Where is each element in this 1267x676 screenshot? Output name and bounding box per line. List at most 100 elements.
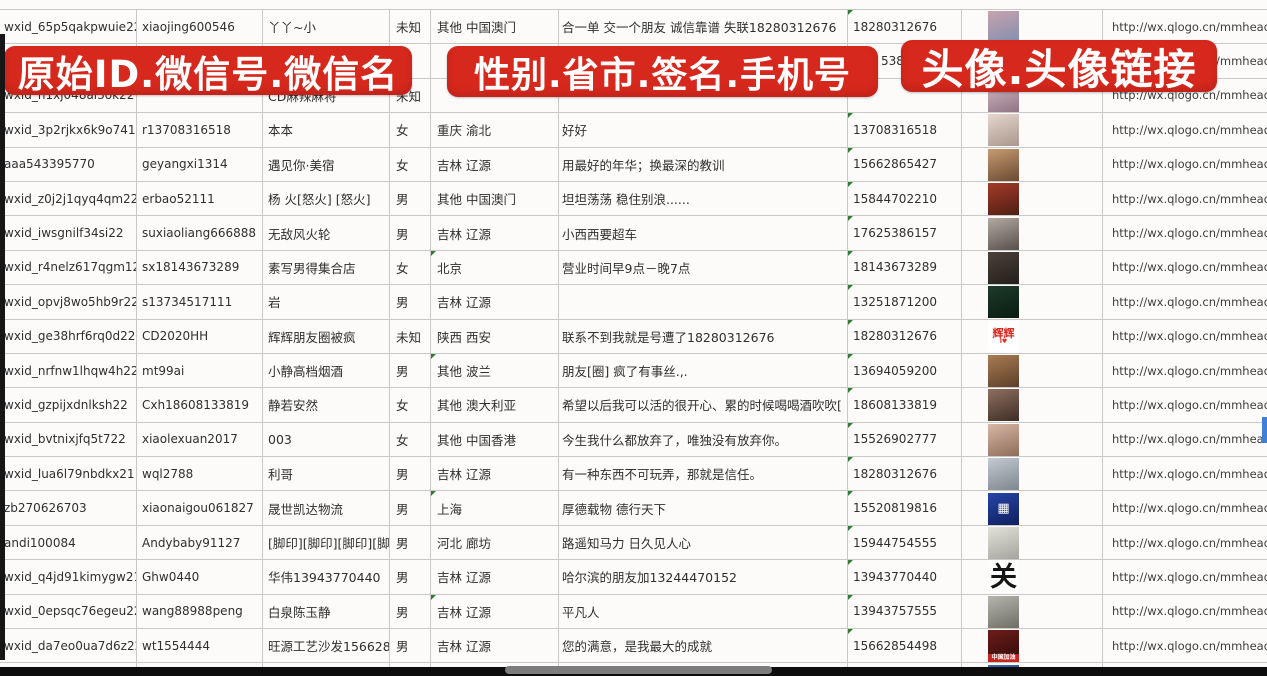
- cell-avatar-url[interactable]: http://wx.qlogo.cn/mmhead: [1112, 363, 1267, 378]
- cell-signature[interactable]: 您的满意，是我最大的成就: [559, 629, 848, 663]
- cell-avatar-url[interactable]: http://wx.qlogo.cn/mmhead: [1112, 604, 1267, 619]
- cell-gender[interactable]: 男: [390, 525, 431, 560]
- cell-signature[interactable]: 营业时间早9点－晚7点: [559, 250, 848, 285]
- cell-original-id[interactable]: wxid_iwsgnilf34si22: [0, 216, 137, 250]
- cell-wechat-id[interactable]: wang88988peng: [137, 594, 263, 629]
- cell-original-id[interactable]: wxid_q4jd91kimygw21: [0, 560, 137, 594]
- cell-wechat-id[interactable]: wt1554444: [137, 629, 263, 663]
- cell-signature[interactable]: 希望以后我可以活的很开心、累的时候喝喝酒吹吹[: [559, 388, 848, 422]
- cell-avatar[interactable]: [962, 216, 1103, 250]
- cell-gender[interactable]: 男: [390, 594, 431, 629]
- cell-avatar[interactable]: [962, 250, 1103, 285]
- cell-wechat-name[interactable]: 晟世凯达物流: [263, 491, 390, 525]
- cell-original-id[interactable]: wxid_opvj8wo5hb9r22: [0, 285, 137, 319]
- cell-phone[interactable]: 13943757555: [848, 594, 962, 629]
- cell-phone[interactable]: 13694059200: [848, 353, 962, 388]
- cell-region[interactable]: 吉林 辽源: [431, 594, 559, 629]
- cell-phone[interactable]: 13251871200: [848, 285, 962, 319]
- cell-wechat-id[interactable]: sx18143673289: [137, 250, 263, 285]
- cell-wechat-id[interactable]: xiaolexuan2017: [137, 422, 263, 457]
- cell-gender[interactable]: 男: [390, 285, 431, 319]
- cell-gender[interactable]: 男: [390, 216, 431, 250]
- cell-region[interactable]: 重庆 渝北: [431, 113, 559, 147]
- cell-signature[interactable]: [559, 285, 848, 319]
- cell-original-id[interactable]: wxid_bvtnixjfq5t722: [0, 422, 137, 457]
- cell-wechat-id[interactable]: r13708316518: [137, 113, 263, 147]
- cell-avatar[interactable]: 中国加油: [962, 629, 1103, 663]
- cell-region[interactable]: 其他 中国澳门: [431, 10, 559, 44]
- cell-phone[interactable]: 18280312676: [848, 319, 962, 353]
- cell-wechat-name[interactable]: 丫丫~小: [263, 10, 390, 44]
- cell-avatar-url[interactable]: http://wx.qlogo.cn/mmhead: [1112, 466, 1267, 481]
- cell-region[interactable]: 上海: [431, 491, 559, 525]
- cell-original-id[interactable]: zb270626703: [0, 491, 137, 525]
- cell-wechat-id[interactable]: suxiaoliang666888: [137, 216, 263, 250]
- cell-wechat-id[interactable]: CD2020HH: [137, 319, 263, 353]
- cell-avatar[interactable]: [962, 181, 1103, 216]
- cell-gender[interactable]: 未知: [390, 10, 431, 44]
- cell-wechat-name[interactable]: 003: [263, 422, 390, 457]
- cell-avatar[interactable]: [962, 10, 1103, 44]
- cell-region[interactable]: 北京: [431, 250, 559, 285]
- cell-region[interactable]: 河北 廊坊: [431, 525, 559, 560]
- cell-original-id[interactable]: wxid_3p2rjkx6k9o741: [0, 113, 137, 147]
- cell-wechat-id[interactable]: s13734517111: [137, 285, 263, 319]
- cell-phone[interactable]: 15662854498: [848, 629, 962, 663]
- cell-wechat-id[interactable]: Andybaby91127: [137, 525, 263, 560]
- cell-phone[interactable]: 17625386157: [848, 216, 962, 250]
- cell-avatar[interactable]: 辉辉 I♥: [962, 319, 1103, 353]
- cell-signature[interactable]: 哈尔滨的朋友加13244470152: [559, 560, 848, 594]
- cell-phone[interactable]: 18608133819: [848, 388, 962, 422]
- cell-region[interactable]: 吉林 辽源: [431, 216, 559, 250]
- cell-region[interactable]: 其他 波兰: [431, 353, 559, 388]
- cell-gender[interactable]: 男: [390, 353, 431, 388]
- cell-avatar-url[interactable]: http://wx.qlogo.cn/mmhead: [1112, 157, 1267, 172]
- cell-wechat-id[interactable]: erbao52111: [137, 181, 263, 216]
- cell-signature[interactable]: 朋友[圈] 疯了有事丝.,.: [559, 353, 848, 388]
- cell-avatar-url[interactable]: http://wx.qlogo.cn/mmhead: [1112, 569, 1267, 584]
- cell-avatar[interactable]: [962, 525, 1103, 560]
- cell-original-id[interactable]: wxid_gzpijxdnlksh22: [0, 388, 137, 422]
- cell-phone[interactable]: 18280312676: [848, 10, 962, 44]
- cell-phone[interactable]: 15520819816: [848, 491, 962, 525]
- cell-region[interactable]: 其他 中国香港: [431, 422, 559, 457]
- cell-original-id[interactable]: wxid_da7eo0ua7d6z22: [0, 629, 137, 663]
- cell-gender[interactable]: 男: [390, 491, 431, 525]
- cell-gender[interactable]: 女: [390, 422, 431, 457]
- cell-signature[interactable]: 好好: [559, 113, 848, 147]
- cell-region[interactable]: 吉林 辽源: [431, 560, 559, 594]
- cell-avatar[interactable]: [962, 457, 1103, 491]
- cell-phone[interactable]: 13708316518: [848, 113, 962, 147]
- cell-avatar-url[interactable]: http://wx.qlogo.cn/mmhead: [1112, 535, 1267, 550]
- cell-signature[interactable]: 今生我什么都放弃了，唯独没有放弃你。: [559, 422, 848, 457]
- cell-original-id[interactable]: wxid_nrfnw1lhqw4h22: [0, 353, 137, 388]
- cell-gender[interactable]: 女: [390, 250, 431, 285]
- cell-wechat-id[interactable]: Ghw0440: [137, 560, 263, 594]
- cell-original-id[interactable]: wxid_65p5qakpwuie22: [0, 10, 137, 44]
- cell-avatar-url[interactable]: http://wx.qlogo.cn/mmhead: [1112, 501, 1267, 516]
- cell-avatar[interactable]: [962, 353, 1103, 388]
- cell-wechat-name[interactable]: 本本: [263, 113, 390, 147]
- cell-wechat-id[interactable]: Cxh18608133819: [137, 388, 263, 422]
- cell-wechat-id[interactable]: xiaojing600546: [137, 10, 263, 44]
- cell-phone[interactable]: 15944754555: [848, 525, 962, 560]
- cell-avatar[interactable]: 关: [962, 560, 1103, 594]
- cell-wechat-id[interactable]: geyangxi1314: [137, 147, 263, 181]
- cell-gender[interactable]: 男: [390, 457, 431, 491]
- cell-wechat-id[interactable]: xiaonaigou061827: [137, 491, 263, 525]
- cell-signature[interactable]: 平凡人: [559, 594, 848, 629]
- cell-region[interactable]: 其他 澳大利亚: [431, 388, 559, 422]
- cell-avatar-url[interactable]: http://wx.qlogo.cn/mmhead: [1112, 260, 1267, 275]
- cell-wechat-name[interactable]: 岩: [263, 285, 390, 319]
- cell-gender[interactable]: 未知: [390, 319, 431, 353]
- cell-wechat-name[interactable]: 华伟13943770440: [263, 560, 390, 594]
- cell-region[interactable]: 陕西 西安: [431, 319, 559, 353]
- cell-wechat-name[interactable]: 辉辉朋友圈被疯: [263, 319, 390, 353]
- cell-signature[interactable]: 小西西要超车: [559, 216, 848, 250]
- cell-gender[interactable]: 男: [390, 181, 431, 216]
- cell-wechat-name[interactable]: 利哥: [263, 457, 390, 491]
- cell-avatar[interactable]: [962, 113, 1103, 147]
- cell-phone[interactable]: 15844702210: [848, 181, 962, 216]
- cell-wechat-id[interactable]: mt99ai: [137, 353, 263, 388]
- cell-avatar[interactable]: [962, 147, 1103, 181]
